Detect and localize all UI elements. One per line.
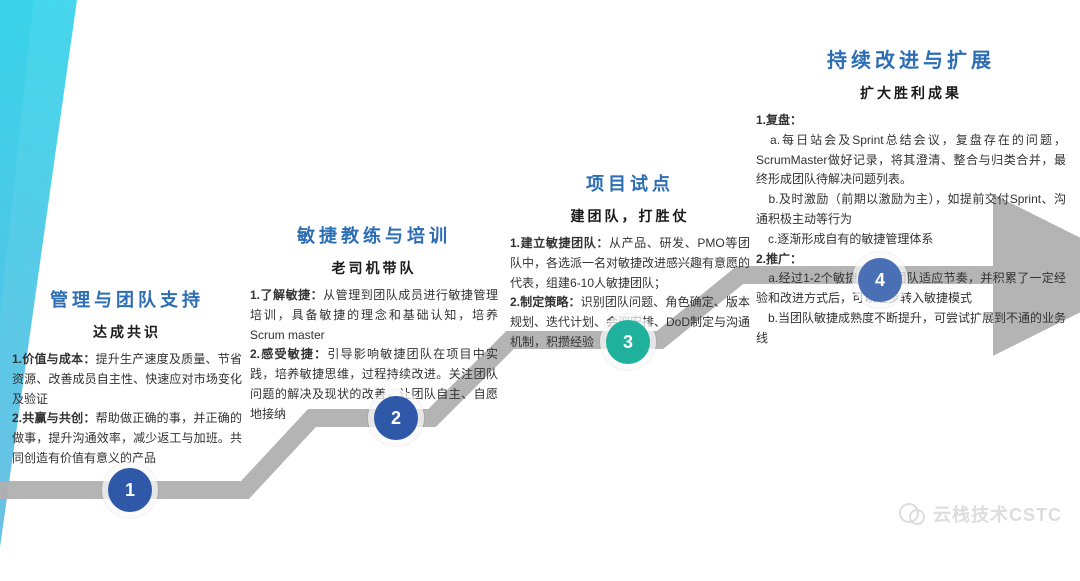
- stage-subtitle: 达成共识: [12, 322, 242, 342]
- item-head: 1.建立敏捷团队：: [510, 236, 609, 250]
- step-node-2: 2: [374, 396, 418, 440]
- watermark: 云栈技术CSTC: [899, 501, 1062, 527]
- stage-title: 项目试点: [510, 170, 750, 196]
- stage-4: 持续改进与扩展扩大胜利成果 1.复盘： a.每日站会及Sprint总结会议，复盘存…: [756, 44, 1066, 349]
- stage-title: 敏捷教练与培训: [250, 222, 498, 248]
- item-head: 2.制定策略：: [510, 295, 581, 309]
- stage-line: c.逐渐形成自有的敏捷管理体系: [756, 230, 1066, 250]
- stage-item: 1.了解敏捷：从管理到团队成员进行敏捷管理培训，具备敏捷的理念和基础认知，培养S…: [250, 286, 498, 345]
- item-head: 2.共赢与共创：: [12, 411, 96, 425]
- stage-item: 1.价值与成本：提升生产速度及质量、节省资源、改善成员自主性、快速应对市场变化及…: [12, 350, 242, 409]
- stage-line: b.当团队敏捷成熟度不断提升，可尝试扩展到不通的业务线: [756, 309, 1066, 349]
- stage-subtitle: 老司机带队: [250, 258, 498, 278]
- stage-title: 管理与团队支持: [12, 286, 242, 312]
- stage-1: 管理与团队支持达成共识 1.价值与成本：提升生产速度及质量、节省资源、改善成员自主…: [12, 286, 242, 469]
- stage-body: 1.了解敏捷：从管理到团队成员进行敏捷管理培训，具备敏捷的理念和基础认知，培养S…: [250, 286, 498, 425]
- stage-line: a.经过1-2个敏捷迭代，团队适应节奏，并积累了一定经验和改进方式后，可以逐步转…: [756, 269, 1066, 309]
- stage-title: 持续改进与扩展: [756, 44, 1066, 73]
- item-head: 1.价值与成本：: [12, 352, 96, 366]
- stage-line: 1.复盘：: [756, 111, 1066, 131]
- stage-body: 1.价值与成本：提升生产速度及质量、节省资源、改善成员自主性、快速应对市场变化及…: [12, 350, 242, 469]
- item-head: 1.了解敏捷：: [250, 288, 323, 302]
- stage-line: b.及时激励（前期以激励为主），如提前交付Sprint、沟通积极主动等行为: [756, 190, 1066, 230]
- accent-stripe-front: [0, 0, 81, 563]
- stage-item: 1.建立敏捷团队：从产品、研发、PMO等团队中，各选派一名对敏捷改进感兴趣有意愿…: [510, 234, 750, 293]
- stage-2: 敏捷教练与培训老司机带队 1.了解敏捷：从管理到团队成员进行敏捷管理培训，具备敏捷…: [250, 222, 498, 425]
- stage-body: 1.复盘： a.每日站会及Sprint总结会议，复盘存在的问题，ScrumMas…: [756, 111, 1066, 349]
- item-head: 2.感受敏捷：: [250, 347, 327, 361]
- stage-subtitle: 建团队，打胜仗: [510, 206, 750, 226]
- step-node-1: 1: [108, 468, 152, 512]
- stage-line: 2.推广：: [756, 250, 1066, 270]
- step-node-3: 3: [606, 320, 650, 364]
- watermark-text: 云栈技术CSTC: [933, 501, 1062, 527]
- stage-line: a.每日站会及Sprint总结会议，复盘存在的问题，ScrumMaster做好记…: [756, 131, 1066, 190]
- stage-subtitle: 扩大胜利成果: [756, 83, 1066, 103]
- step-node-4: 4: [858, 258, 902, 302]
- wechat-icon: [899, 503, 925, 525]
- stage-item: 2.共赢与共创：帮助做正确的事，并正确的做事，提升沟通效率，减少返工与加班。共同…: [12, 409, 242, 468]
